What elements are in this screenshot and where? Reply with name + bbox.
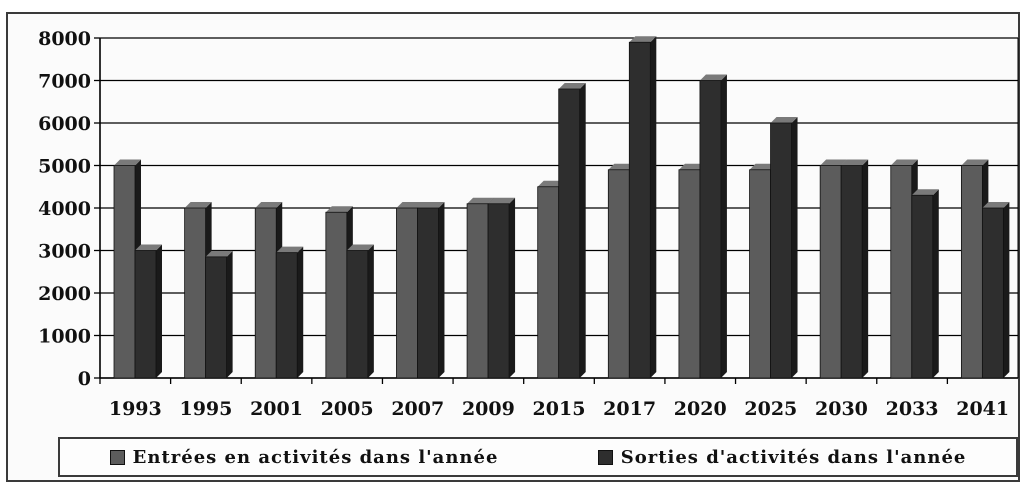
- bar-sorties-2007: [417, 207, 439, 379]
- y-tick-label: 4000: [38, 198, 91, 220]
- bar-top: [184, 202, 212, 208]
- x-tick-label: 1993: [109, 398, 162, 420]
- bar-side: [156, 244, 162, 378]
- bar-entrees-2041: [960, 165, 983, 379]
- bar-entrees-2007: [396, 207, 418, 379]
- bar-sorties-2009: [487, 203, 510, 379]
- x-tick-label: 2007: [391, 398, 444, 420]
- bar-top: [276, 246, 304, 253]
- x-tick-label: 1995: [179, 398, 232, 420]
- bar-top: [699, 74, 727, 81]
- bar-top: [135, 244, 162, 251]
- bar-entrees-2025: [749, 169, 771, 379]
- bar-entrees-2009: [466, 203, 489, 379]
- bar-top: [841, 159, 869, 166]
- bar-top: [255, 202, 283, 208]
- bar-chart: 0 1000 2000 3000 4000 5000 6000 7000 8000 1993 19…: [38, 28, 1019, 420]
- x-tick-label: 2009: [462, 398, 515, 420]
- bar-sorties-2001: [275, 252, 298, 379]
- x-tick-label: 2033: [886, 398, 939, 420]
- legend-item-sorties: Sorties d'activités dans l'année: [597, 446, 967, 468]
- bar-side: [862, 159, 869, 378]
- y-tick-label: 3000: [38, 241, 91, 263]
- bar-top: [558, 83, 586, 89]
- legend-label-entrees: Entrées en activités dans l'année: [132, 446, 499, 468]
- x-tick-label: 2015: [533, 398, 586, 420]
- bar-entrees-1993: [113, 165, 136, 379]
- x-tick-label: 2005: [321, 398, 374, 420]
- bar-side: [367, 244, 374, 378]
- bar-sorties-2030: [840, 165, 863, 379]
- bar-top: [417, 202, 445, 208]
- legend: Entrées en activités dans l'année Sortie…: [58, 437, 1018, 477]
- bar-side: [932, 189, 939, 378]
- bar-sorties-2025: [770, 122, 792, 379]
- bar-side: [509, 197, 516, 378]
- bar-top: [114, 159, 141, 166]
- x-tick-label: 2025: [744, 398, 797, 420]
- y-tick-label: 6000: [38, 113, 91, 135]
- bar-sorties-2015: [558, 88, 581, 379]
- x-tick-label: 2041: [956, 398, 1009, 420]
- bar-entrees-2015: [537, 186, 560, 379]
- bar-sorties-2033: [911, 194, 934, 379]
- bar-top: [537, 180, 565, 187]
- bar-entrees-2020: [678, 169, 701, 379]
- bar-entrees-2030: [819, 165, 842, 379]
- bar-top: [205, 250, 233, 257]
- bar-top: [488, 197, 516, 204]
- legend-swatch-sorties: [597, 449, 613, 465]
- bar-top: [396, 202, 424, 208]
- bar-side: [297, 246, 304, 378]
- bar-sorties-1995: [205, 256, 228, 379]
- bar-top: [911, 189, 939, 196]
- bar-top: [982, 202, 1010, 208]
- bar-side: [650, 36, 657, 378]
- bar-entrees-2017: [607, 169, 630, 379]
- bar-side: [579, 83, 586, 378]
- x-tick-label: 2001: [250, 398, 303, 420]
- x-tick-label: 2017: [603, 398, 656, 420]
- y-tick-label: 8000: [38, 28, 91, 50]
- legend-swatch-entrees: [109, 449, 125, 465]
- bar-top: [890, 159, 918, 166]
- x-tick-label: 2030: [815, 398, 868, 420]
- y-tick-label: 2000: [38, 283, 91, 305]
- y-tick-label: 5000: [38, 156, 91, 178]
- bar-top: [325, 206, 353, 213]
- bar-top: [629, 36, 657, 43]
- bar-sorties-2017: [628, 41, 651, 379]
- bar-entrees-1995: [184, 207, 207, 379]
- bar-side: [720, 74, 727, 378]
- x-tick-label: 2020: [674, 398, 727, 420]
- bar-side: [1003, 202, 1010, 378]
- bar-top: [467, 197, 495, 204]
- bar-entrees-2001: [254, 207, 277, 379]
- bar-entrees-2005: [325, 211, 348, 379]
- bar-side: [226, 250, 233, 378]
- bar-top: [961, 159, 989, 166]
- bar-sorties-2020: [699, 80, 722, 379]
- y-tick-label: 1000: [38, 326, 91, 348]
- bar-side: [438, 202, 445, 378]
- bar-side: [791, 117, 798, 378]
- bar-top: [820, 159, 848, 166]
- legend-item-entrees: Entrées en activités dans l'année: [109, 446, 499, 468]
- bar-top: [749, 163, 777, 170]
- bar-sorties-2041: [981, 207, 1004, 379]
- bar-top: [608, 163, 636, 170]
- legend-label-sorties: Sorties d'activités dans l'année: [620, 446, 967, 468]
- bar-top: [770, 117, 798, 123]
- bar-top: [678, 163, 706, 170]
- bar-sorties-1993: [134, 250, 157, 379]
- bar-sorties-2005: [346, 250, 369, 379]
- y-tick-label: 7000: [38, 71, 91, 93]
- bar-top: [346, 244, 374, 251]
- bar-entrees-2033: [890, 165, 913, 379]
- y-tick-label: 0: [78, 368, 91, 390]
